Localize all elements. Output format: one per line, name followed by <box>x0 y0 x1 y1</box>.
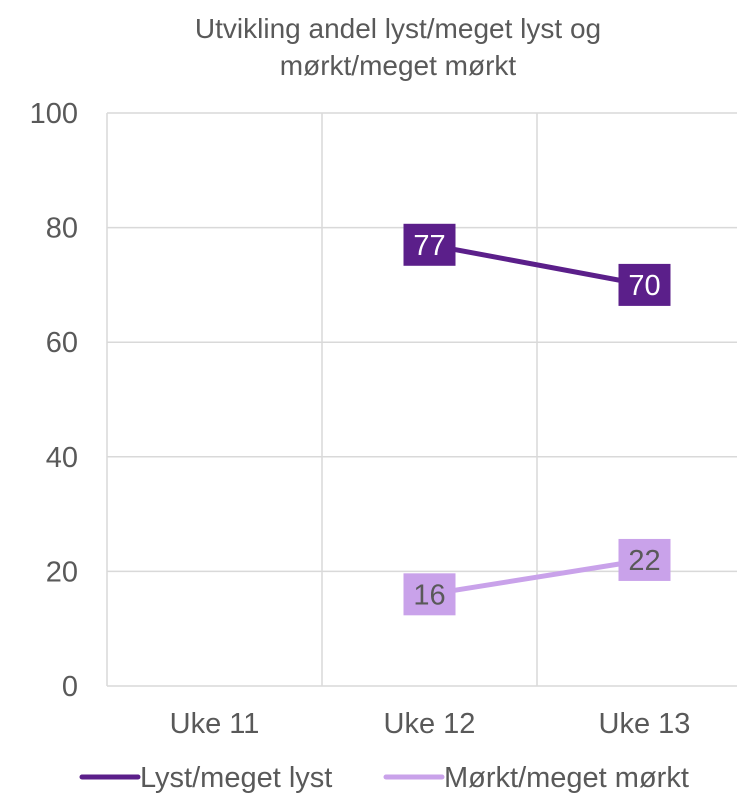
chart-title: Utvikling andel lyst/meget lyst og mørkt… <box>195 13 601 81</box>
data-label-box <box>618 263 671 306</box>
data-label-value: 22 <box>628 545 660 577</box>
y-tick-label-80: 80 <box>46 213 78 245</box>
x-tick-label-1: Uke 12 <box>384 708 476 740</box>
data-label-series-0-point-1: 77 <box>403 223 456 266</box>
y-tick-label-60: 60 <box>46 327 78 359</box>
x-axis-ticks: Uke 11 Uke 12 Uke 13 <box>170 708 691 740</box>
y-tick-label-100: 100 <box>30 98 78 130</box>
data-label-value: 16 <box>413 579 445 611</box>
data-label-box <box>618 538 671 581</box>
y-tick-label-40: 40 <box>46 442 78 474</box>
legend: Lyst/meget lyst Mørkt/meget mørkt <box>79 762 689 794</box>
legend-label: Lyst/meget lyst <box>140 762 332 794</box>
data-label-series-0-point-2: 70 <box>618 263 671 306</box>
y-tick-label-0: 0 <box>62 671 78 703</box>
data-labels: 77 70 16 22 <box>403 223 671 616</box>
data-label-series-1-point-1: 16 <box>403 573 456 616</box>
legend-label: Mørkt/meget mørkt <box>444 762 689 794</box>
x-tick-label-0: Uke 11 <box>170 708 260 740</box>
data-label-value: 70 <box>628 270 660 302</box>
series-1-line-segment-0 <box>427 557 647 597</box>
data-label-series-1-point-2: 22 <box>618 538 671 581</box>
legend-item-1: Mørkt/meget mørkt <box>383 762 689 794</box>
data-label-box <box>403 223 456 266</box>
legend-item-0: Lyst/meget lyst <box>79 762 332 794</box>
series-lines <box>427 242 647 597</box>
data-label-box <box>403 573 456 616</box>
series-0-line-segment-0 <box>427 242 647 288</box>
y-axis-ticks: 0 20 40 60 80 100 <box>30 98 78 703</box>
x-tick-label-2: Uke 13 <box>599 708 691 740</box>
data-label-value: 77 <box>413 230 445 262</box>
chart-title-line-2: mørkt/meget mørkt <box>280 50 517 81</box>
y-tick-label-20: 20 <box>46 556 78 588</box>
chart-title-line-1: Utvikling andel lyst/meget lyst og <box>195 13 601 44</box>
